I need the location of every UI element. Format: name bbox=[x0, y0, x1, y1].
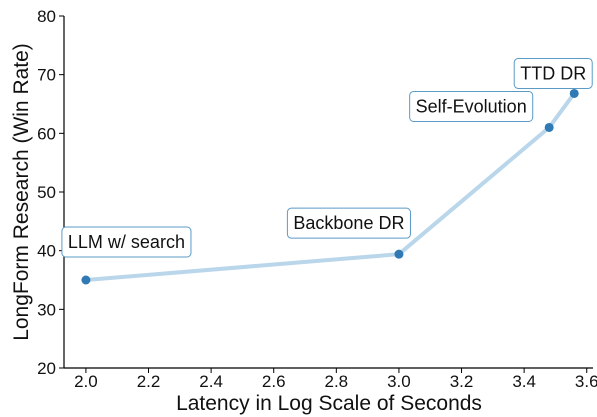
x-tick-label: 2.4 bbox=[199, 372, 223, 391]
x-tick-label: 3.6 bbox=[575, 372, 597, 391]
x-tick-label: 2.6 bbox=[262, 372, 286, 391]
annotation-label: TTD DR bbox=[513, 57, 593, 89]
annotation-box bbox=[513, 57, 593, 89]
y-axis-title: LongForm Research (Win Rate) bbox=[10, 43, 33, 341]
x-tick-label: 2.8 bbox=[325, 372, 349, 391]
y-tick-label: 60 bbox=[37, 124, 56, 143]
x-tick-label: 3.0 bbox=[387, 372, 411, 391]
annotation-text: TTD DR bbox=[520, 63, 586, 83]
y-tick-labels: 20 30 40 50 60 70 80 bbox=[37, 7, 64, 378]
annotation-label: Self-Evolution bbox=[409, 90, 534, 122]
annotation-box bbox=[61, 226, 192, 258]
data-point bbox=[394, 249, 404, 259]
x-tick-labels: 2.0 2.2 2.4 2.6 2.8 3.0 3.2 3.4 3.6 bbox=[74, 368, 597, 391]
x-axis-title: Latency in Log Scale of Seconds bbox=[176, 392, 482, 415]
data-point bbox=[81, 275, 91, 285]
y-tick-label: 20 bbox=[37, 359, 56, 378]
x-tick-label: 3.2 bbox=[450, 372, 474, 391]
data-point bbox=[569, 88, 579, 98]
annotation-text: LLM w/ search bbox=[68, 232, 185, 252]
annotation-text: Backbone DR bbox=[293, 213, 404, 233]
x-tick-label: 2.0 bbox=[74, 372, 98, 391]
x-tick-label: 2.2 bbox=[137, 372, 161, 391]
annotation-label: Backbone DR bbox=[286, 207, 411, 239]
data-point bbox=[544, 122, 554, 132]
y-tick-label: 40 bbox=[37, 242, 56, 261]
x-tick-label: 3.4 bbox=[512, 372, 536, 391]
annotation-label: LLM w/ search bbox=[61, 226, 192, 258]
y-tick-label: 70 bbox=[37, 66, 56, 85]
series-line bbox=[83, 91, 577, 282]
annotation-box bbox=[409, 90, 534, 122]
y-tick-label: 50 bbox=[37, 183, 56, 202]
annotation-box bbox=[286, 207, 411, 239]
data-points bbox=[81, 88, 579, 285]
point-annotations: LLM w/ search Backbone DR Self-Evolution TT… bbox=[61, 57, 593, 258]
y-tick-label: 30 bbox=[37, 300, 56, 319]
annotation-text: Self-Evolution bbox=[416, 96, 527, 116]
y-tick-label: 80 bbox=[37, 7, 56, 26]
